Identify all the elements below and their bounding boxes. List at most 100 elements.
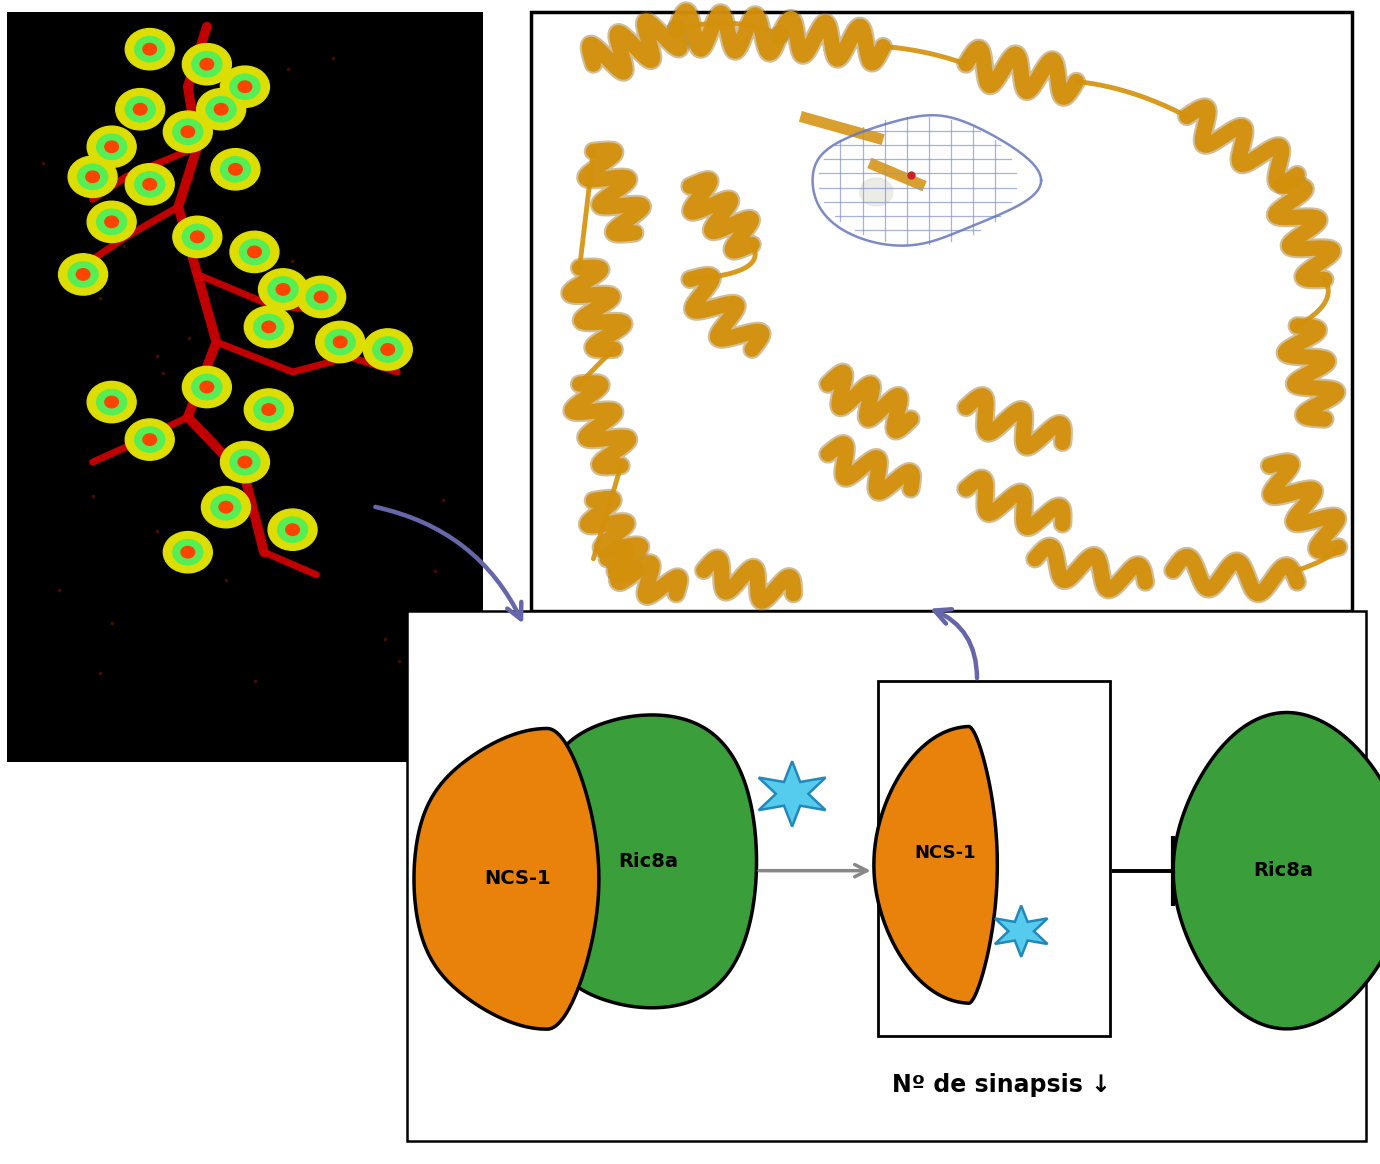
Point <box>206 86 228 105</box>
Polygon shape <box>995 906 1047 957</box>
Point <box>178 329 200 348</box>
Point <box>331 350 353 369</box>
Circle shape <box>221 157 250 182</box>
Circle shape <box>258 269 308 310</box>
Polygon shape <box>534 715 756 1008</box>
Point <box>374 630 396 648</box>
Circle shape <box>240 240 269 264</box>
Point <box>282 251 304 270</box>
Circle shape <box>144 434 156 446</box>
Text: Nº de sinapsis ↓: Nº de sinapsis ↓ <box>893 1073 1111 1096</box>
Circle shape <box>126 419 174 460</box>
Circle shape <box>221 66 269 107</box>
Point <box>181 170 203 189</box>
Circle shape <box>219 502 233 513</box>
Circle shape <box>58 254 108 294</box>
Circle shape <box>182 225 213 249</box>
Circle shape <box>254 397 284 423</box>
Circle shape <box>244 389 293 431</box>
Circle shape <box>105 396 119 407</box>
Bar <box>531 12 1352 611</box>
Circle shape <box>268 509 317 551</box>
Circle shape <box>276 284 290 296</box>
Circle shape <box>76 269 90 281</box>
Circle shape <box>200 58 214 70</box>
Point <box>424 561 446 580</box>
Circle shape <box>97 134 127 159</box>
Circle shape <box>230 74 259 99</box>
Bar <box>7 12 483 762</box>
Circle shape <box>334 336 346 348</box>
Circle shape <box>206 97 236 122</box>
Circle shape <box>315 291 328 303</box>
Circle shape <box>182 367 232 407</box>
Point <box>101 613 123 632</box>
Circle shape <box>326 329 355 355</box>
Circle shape <box>214 104 228 115</box>
Polygon shape <box>414 729 599 1029</box>
Bar <box>407 611 1366 1141</box>
Polygon shape <box>874 726 998 1003</box>
Circle shape <box>77 164 108 190</box>
Circle shape <box>105 141 119 152</box>
Circle shape <box>860 178 893 206</box>
Circle shape <box>192 51 222 77</box>
Circle shape <box>197 88 246 130</box>
Point <box>152 363 174 382</box>
Circle shape <box>181 546 195 558</box>
Circle shape <box>126 29 174 70</box>
Point <box>146 521 168 540</box>
Circle shape <box>172 217 222 257</box>
Point <box>99 400 121 419</box>
Circle shape <box>105 217 119 228</box>
Circle shape <box>126 164 174 205</box>
Circle shape <box>87 382 137 423</box>
Circle shape <box>277 517 308 542</box>
Circle shape <box>211 495 241 520</box>
Circle shape <box>116 88 164 130</box>
Point <box>276 59 298 78</box>
Circle shape <box>144 178 156 190</box>
Circle shape <box>87 126 137 168</box>
Circle shape <box>306 284 337 310</box>
Point <box>276 298 298 317</box>
Point <box>90 289 112 307</box>
Point <box>146 347 168 365</box>
Circle shape <box>172 119 203 144</box>
Point <box>83 487 105 505</box>
Circle shape <box>135 172 164 197</box>
Circle shape <box>247 246 261 257</box>
Circle shape <box>172 540 203 565</box>
Circle shape <box>262 404 276 416</box>
Circle shape <box>144 43 156 55</box>
Circle shape <box>126 97 155 122</box>
Circle shape <box>135 36 164 62</box>
Circle shape <box>163 532 213 573</box>
Circle shape <box>86 171 99 183</box>
Circle shape <box>135 427 164 452</box>
Circle shape <box>87 201 137 242</box>
Circle shape <box>268 277 298 301</box>
Point <box>90 663 112 682</box>
Point <box>113 237 135 256</box>
Point <box>432 491 454 510</box>
Circle shape <box>200 382 214 392</box>
Circle shape <box>134 104 148 115</box>
Circle shape <box>68 262 98 288</box>
Circle shape <box>211 149 259 190</box>
Text: NCS-1: NCS-1 <box>915 844 976 863</box>
Circle shape <box>363 329 413 370</box>
Circle shape <box>97 390 127 414</box>
Circle shape <box>230 449 259 475</box>
Circle shape <box>190 232 204 242</box>
Text: NCS-1: NCS-1 <box>484 870 551 888</box>
Circle shape <box>254 314 284 340</box>
Circle shape <box>262 321 276 333</box>
Circle shape <box>297 276 345 318</box>
Circle shape <box>373 336 403 362</box>
Polygon shape <box>1173 712 1380 1029</box>
Circle shape <box>201 487 250 527</box>
Point <box>322 49 344 68</box>
Circle shape <box>97 210 127 234</box>
Circle shape <box>181 126 195 137</box>
